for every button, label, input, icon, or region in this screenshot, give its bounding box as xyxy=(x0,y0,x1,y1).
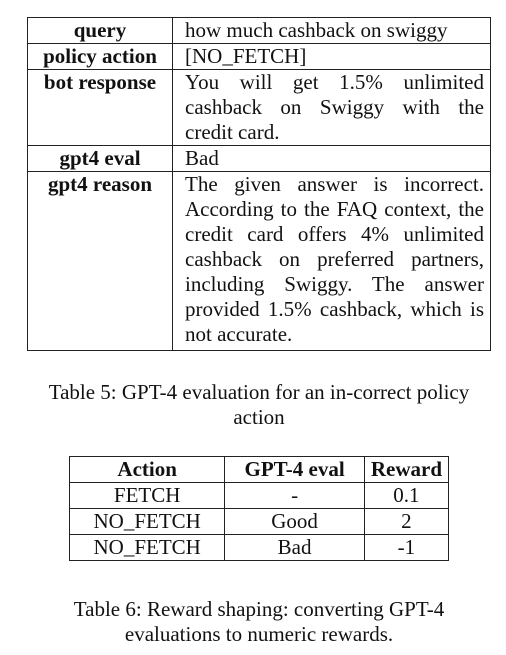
row-label-query: query xyxy=(27,17,173,44)
eval-cell: Bad xyxy=(224,534,365,561)
gpt4-eval-value: Bad xyxy=(172,145,491,172)
row-label-bot-response: bot response xyxy=(27,69,173,146)
bot-response-value: You will get 1.5% unlimited cashback on … xyxy=(172,69,491,146)
policy-evaluation-table: query how much cashback on swiggy policy… xyxy=(27,17,491,351)
table-6-caption: Table 6: Reward shaping: converting GPT-… xyxy=(73,597,445,646)
reward-cell: 0.1 xyxy=(363,482,450,509)
reward-cell: 2 xyxy=(363,508,450,535)
row-label-gpt4-eval: gpt4 eval xyxy=(27,145,173,172)
column-header-gpt4-eval: GPT-4 eval xyxy=(224,456,365,483)
action-cell: NO_FETCH xyxy=(68,508,226,535)
table-row: bot response You will get 1.5% unlimited… xyxy=(27,69,491,146)
table-row: NO_FETCH Bad -1 xyxy=(68,534,450,561)
reward-cell: -1 xyxy=(363,534,450,561)
eval-cell: Good xyxy=(224,508,365,535)
table-5-caption: Table 5: GPT-4 evaluation for an in-corr… xyxy=(48,380,470,429)
policy-action-value: [NO_FETCH] xyxy=(172,43,491,70)
gpt4-reason-value: The given answer is incorrect. According… xyxy=(172,171,491,351)
table-row: gpt4 eval Bad xyxy=(27,145,491,172)
table-row: policy action [NO_FETCH] xyxy=(27,43,491,70)
column-header-action: Action xyxy=(68,456,226,483)
table-row: NO_FETCH Good 2 xyxy=(68,508,450,535)
row-label-gpt4-reason: gpt4 reason xyxy=(27,171,173,351)
action-cell: FETCH xyxy=(68,482,226,509)
row-label-policy-action: policy action xyxy=(27,43,173,70)
table-row: gpt4 reason The given answer is incorrec… xyxy=(27,171,491,351)
table-header-row: Action GPT-4 eval Reward xyxy=(68,456,450,483)
column-header-reward: Reward xyxy=(363,456,450,483)
eval-cell: - xyxy=(224,482,365,509)
reward-shaping-table: Action GPT-4 eval Reward FETCH - 0.1 NO_… xyxy=(68,456,450,561)
table-row: FETCH - 0.1 xyxy=(68,482,450,509)
query-value: how much cashback on swiggy xyxy=(172,17,491,44)
table-row: query how much cashback on swiggy xyxy=(27,17,491,44)
action-cell: NO_FETCH xyxy=(68,534,226,561)
